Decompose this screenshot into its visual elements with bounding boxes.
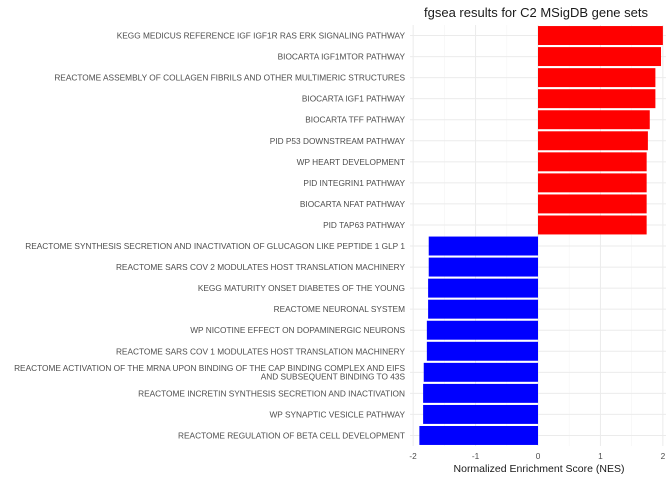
category-labels: KEGG MEDICUS REFERENCE IGF IGF1R RAS ERK…: [14, 31, 405, 441]
bar: [426, 320, 538, 340]
bar: [538, 89, 656, 109]
category-label: BIOCARTA NFAT PATHWAY: [300, 199, 406, 209]
category-label: WP NICOTINE EFFECT ON DOPAMINERGIC NEURO…: [190, 325, 405, 335]
category-label: WP HEART DEVELOPMENT: [297, 157, 405, 167]
category-label: PID TAP63 PATHWAY: [323, 220, 405, 230]
bar: [538, 152, 647, 172]
bar: [538, 47, 662, 67]
x-tick-label: 2: [661, 451, 666, 461]
category-label: REACTOME SYNTHESIS SECRETION AND INACTIV…: [25, 241, 405, 251]
category-label: REACTOME INCRETIN SYNTHESIS SECRETION AN…: [138, 388, 405, 398]
bar: [538, 110, 650, 130]
bars: [419, 26, 663, 445]
bar: [428, 299, 538, 319]
x-tick-label: -1: [472, 451, 480, 461]
bar: [428, 257, 538, 277]
gridlines: [410, 25, 666, 446]
bar: [538, 194, 647, 214]
category-label: REACTOME SARS COV 2 MODULATES HOST TRANS…: [116, 262, 406, 272]
bar: [538, 68, 656, 88]
category-label: KEGG MEDICUS REFERENCE IGF IGF1R RAS ERK…: [117, 31, 406, 41]
category-label: REACTOME NEURONAL SYSTEM: [274, 304, 405, 314]
bar: [419, 426, 538, 445]
category-label: REACTOME REGULATION OF BETA CELL DEVELOP…: [178, 430, 405, 440]
x-tick-labels: -2 -1 0 1 2: [409, 451, 665, 461]
bar: [538, 131, 648, 151]
category-label: BIOCARTA TFF PATHWAY: [305, 115, 405, 125]
category-label: BIOCARTA IGF1MTOR PATHWAY: [278, 52, 406, 62]
bar: [426, 341, 538, 361]
chart-title: fgsea results for C2 MSigDB gene sets: [424, 5, 648, 20]
category-label: REACTOME ACTIVATION OF THE MRNA UPON BIN…: [14, 363, 405, 382]
category-label: KEGG MATURITY ONSET DIABETES OF THE YOUN…: [198, 283, 405, 293]
bar: [423, 404, 538, 424]
category-label: REACTOME SARS COV 1 MODULATES HOST TRANS…: [116, 346, 406, 356]
bar: [423, 362, 538, 382]
bar: [538, 26, 663, 45]
category-label: REACTOME ASSEMBLY OF COLLAGEN FIBRILS AN…: [54, 73, 405, 83]
bar: [423, 383, 538, 403]
category-label: BIOCARTA IGF1 PATHWAY: [302, 94, 406, 104]
x-tick-label: -2: [409, 451, 417, 461]
x-tick-label: 0: [536, 451, 541, 461]
category-label: PID INTEGRIN1 PATHWAY: [303, 178, 405, 188]
category-label: WP SYNAPTIC VESICLE PATHWAY: [269, 409, 405, 419]
bar: [538, 173, 647, 193]
x-tick-label: 1: [598, 451, 603, 461]
bar: [428, 236, 538, 256]
category-label: PID P53 DOWNSTREAM PATHWAY: [270, 136, 406, 146]
x-axis-label: Normalized Enrichment Score (NES): [454, 463, 625, 475]
bar: [538, 215, 647, 235]
bar: [428, 278, 538, 298]
